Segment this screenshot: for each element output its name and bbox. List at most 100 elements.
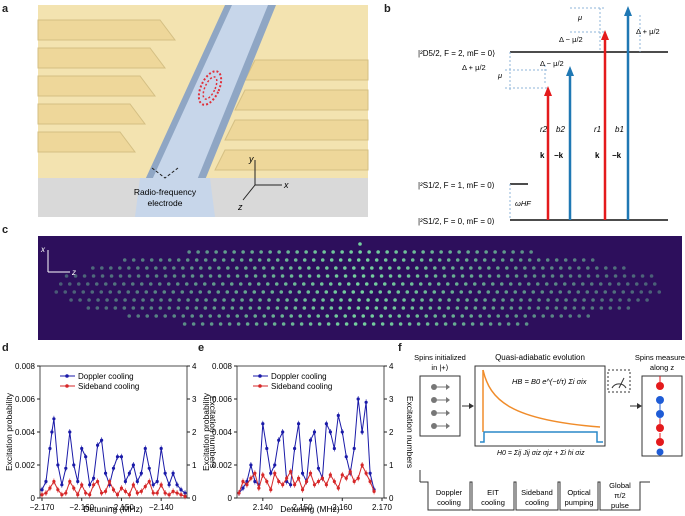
ion-dot: [316, 274, 321, 278]
e-data-point: [352, 446, 356, 451]
ion-dot: [342, 290, 347, 294]
ion-dot: [100, 266, 104, 270]
e-xtick-label: 2.150: [293, 503, 314, 512]
ion-dot: [158, 258, 163, 262]
d-ytick-right-label: 2: [192, 428, 197, 437]
e-data-point: [269, 471, 273, 475]
ion-dot: [232, 250, 236, 254]
ion-dot: [326, 322, 331, 326]
ion-dot: [290, 322, 295, 326]
ion-dot: [580, 282, 585, 286]
ion-dot: [207, 290, 212, 294]
ion-dot: [438, 298, 442, 302]
ion-dot: [415, 314, 420, 318]
ion-dot: [397, 314, 402, 318]
d-data-point: [60, 483, 64, 487]
ion-dot: [223, 250, 227, 254]
ion-dot: [487, 314, 492, 318]
ion-dot: [382, 282, 387, 286]
ion-dot: [464, 258, 469, 262]
ion-dot: [599, 306, 604, 310]
ion-dot: [622, 274, 627, 278]
e-data-point: [281, 430, 285, 434]
ion-dot: [505, 266, 509, 270]
ion-dot: [567, 290, 572, 294]
panel-label-d: d: [2, 342, 9, 354]
ion-dot: [388, 314, 393, 318]
ion-dot: [340, 250, 344, 254]
ion-dot: [240, 298, 244, 302]
ion-dot: [648, 290, 653, 294]
ion-dot: [506, 322, 511, 326]
e-data-point: [352, 479, 356, 484]
ion-dot: [150, 298, 154, 302]
ion-dot: [166, 282, 171, 286]
mu-left-label: μ: [497, 71, 502, 80]
e-data-point: [261, 422, 265, 426]
e-data-point: [368, 471, 372, 475]
ion-dot: [132, 298, 136, 302]
ion-dot: [443, 322, 448, 326]
ion-dot: [450, 290, 455, 294]
ion-dot: [181, 314, 186, 318]
ion-dot: [559, 314, 564, 318]
ion-dot: [433, 314, 438, 318]
ion-dot: [370, 266, 374, 270]
e-data-point: [296, 476, 301, 480]
ion-dot: [423, 290, 428, 294]
ion-dot: [571, 282, 576, 286]
ion-dot: [509, 258, 514, 262]
d-data-point: [103, 489, 108, 493]
e-data-point: [289, 470, 293, 474]
ion-dot: [85, 282, 90, 286]
electrode-label-line1: Radio-frequency: [134, 187, 197, 197]
ion-dot: [351, 290, 356, 294]
ion-dot: [353, 322, 358, 326]
ion-dot: [250, 250, 254, 254]
ion-dot: [396, 290, 401, 294]
ion-dot: [419, 258, 424, 262]
ion-dot: [607, 282, 612, 286]
ion-dot: [149, 306, 154, 310]
ion-dot: [356, 258, 361, 262]
ion-dot: [455, 258, 460, 262]
beam-r1-k: k: [595, 151, 600, 160]
ion-dot: [140, 306, 145, 310]
ion-dot: [280, 314, 285, 318]
ion-dot: [319, 282, 324, 286]
d-data-point: [155, 491, 159, 495]
d-data-point: [127, 493, 131, 497]
mu-top-label: μ: [577, 13, 582, 22]
ion-dot: [469, 274, 474, 278]
ion-dot: [203, 258, 208, 262]
ion-dot: [139, 282, 144, 286]
ion-dot: [484, 250, 488, 254]
ion-dot: [187, 250, 191, 254]
ion-dot: [181, 274, 186, 278]
d-data-point: [135, 479, 139, 484]
d-data-point: [84, 491, 88, 495]
ion-dot: [595, 266, 599, 270]
ion-dot: [387, 290, 392, 294]
ion-dot: [358, 250, 362, 254]
ion-dot: [528, 298, 532, 302]
d-data-point: [151, 491, 155, 495]
ion-dot: [136, 274, 141, 278]
d-data-point: [60, 493, 64, 497]
ion-dot: [239, 258, 244, 262]
c-axis-x-label: x: [40, 245, 46, 254]
e-data-point: [265, 479, 269, 484]
delta-plus-right-label: Δ + μ/2: [636, 27, 660, 36]
ion-dot: [577, 274, 582, 278]
ion-dot: [383, 306, 388, 310]
ion-dot: [307, 266, 311, 270]
e-data-point: [241, 479, 245, 484]
d-data-point: [92, 483, 96, 487]
ion-dot: [262, 266, 266, 270]
d-data-point: [159, 483, 163, 487]
ion-dot: [392, 306, 397, 310]
ion-dot: [517, 282, 522, 286]
ion-dot: [640, 274, 645, 278]
electrode-label-line2: electrode: [148, 198, 183, 208]
ion-dot: [58, 282, 63, 286]
